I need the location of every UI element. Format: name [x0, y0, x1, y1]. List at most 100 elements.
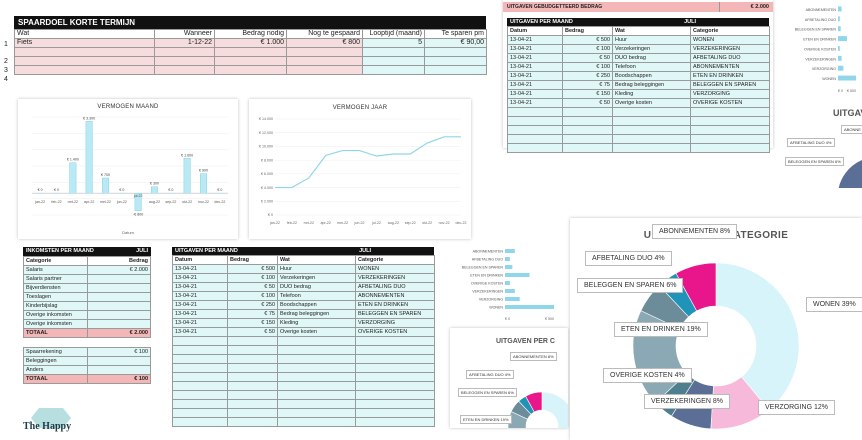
- table-cell[interactable]: ETEN EN DRINKEN: [690, 71, 770, 81]
- table-row-empty[interactable]: [172, 417, 435, 427]
- table-row[interactable]: Spaarrekening € 100: [23, 347, 151, 357]
- table-row[interactable]: 13-04-21 € 500 Huur WONEN: [507, 35, 770, 45]
- hbar[interactable]: [505, 305, 554, 309]
- table-cell[interactable]: € 100: [86, 347, 151, 357]
- table-row-empty[interactable]: [172, 354, 435, 364]
- table-row[interactable]: 13-04-21 € 100 Verzekeringen VERZEKERINGEN: [172, 273, 435, 283]
- chart-vermogen-jaar[interactable]: VERMOGEN JAAR € 14.000 € 12.000 € 10.000 € …: [249, 99, 471, 239]
- table-cell[interactable]: 13-04-21: [172, 282, 228, 292]
- table-cell[interactable]: [227, 390, 278, 400]
- mini-pie-right[interactable]: UITGAV AFBETALING DUO 4% BELEGGEN EN SPA…: [783, 100, 862, 188]
- table-cell[interactable]: ABONNEMENTEN: [355, 291, 435, 301]
- table-cell[interactable]: [507, 134, 563, 144]
- table-row-empty[interactable]: [172, 408, 435, 418]
- table-cell[interactable]: [612, 107, 691, 117]
- table-row-empty[interactable]: [172, 381, 435, 391]
- table-cell[interactable]: Huur: [277, 264, 356, 274]
- table-cell[interactable]: Salaris partner: [23, 274, 88, 284]
- table-cell[interactable]: Overige inkomsten: [23, 310, 88, 320]
- table-cell[interactable]: [690, 125, 770, 135]
- table-row[interactable]: 13-04-21 € 100 Telefoon ABONNEMENTEN: [507, 62, 770, 72]
- table-cell[interactable]: [277, 417, 356, 427]
- pie-uitgaven-per-categorie[interactable]: UITGAVEN PER CATEGORIE ABONNEMENTEN 8%AF…: [570, 218, 862, 440]
- table-cell[interactable]: [355, 372, 435, 382]
- table-cell[interactable]: OVERIGE KOSTEN: [690, 98, 770, 108]
- table-cell[interactable]: [277, 399, 356, 409]
- savings-row[interactable]: [14, 65, 487, 75]
- table-cell[interactable]: 13-04-21: [172, 264, 228, 274]
- hbar[interactable]: [505, 257, 510, 261]
- table-cell[interactable]: € 75: [562, 80, 613, 90]
- pie-slice[interactable]: [525, 391, 543, 413]
- table-cell[interactable]: AFBETALING DUO: [355, 282, 435, 292]
- hbar-mini-panel[interactable]: ABONNEMENTEN AFBETALING DUO BELEGGEN EN SP…: [445, 243, 560, 323]
- table-row[interactable]: 13-04-21 € 250 Boodschappen ETEN EN DRINKEN: [172, 300, 435, 310]
- table-cell[interactable]: [86, 283, 151, 293]
- table-cell[interactable]: € 250: [227, 300, 278, 310]
- savings-cell[interactable]: 1-12-22: [154, 38, 215, 48]
- table-cell[interactable]: 13-04-21: [507, 62, 563, 72]
- table-row-empty[interactable]: [172, 390, 435, 400]
- table-cell[interactable]: Huur: [612, 35, 691, 45]
- table-cell[interactable]: 13-04-21: [507, 71, 563, 81]
- table-cell[interactable]: [277, 363, 356, 373]
- table-cell[interactable]: [86, 310, 151, 320]
- table-cell[interactable]: € 50: [227, 282, 278, 292]
- table-cell[interactable]: [355, 381, 435, 391]
- table-cell[interactable]: [690, 107, 770, 117]
- table-cell[interactable]: 13-04-21: [507, 35, 563, 45]
- table-cell[interactable]: 13-04-21: [507, 98, 563, 108]
- table-cell[interactable]: [227, 381, 278, 391]
- table-row[interactable]: Overige inkomsten: [23, 319, 151, 329]
- pie-slice[interactable]: [541, 391, 568, 428]
- hbar[interactable]: [838, 36, 847, 42]
- table-cell[interactable]: [227, 363, 278, 373]
- table-cell[interactable]: Telefoon: [277, 291, 356, 301]
- table-cell[interactable]: 13-04-21: [507, 53, 563, 63]
- table-cell[interactable]: VERZORGING: [690, 89, 770, 99]
- table-cell[interactable]: [277, 381, 356, 391]
- table-cell[interactable]: [172, 390, 228, 400]
- table-cell[interactable]: [277, 372, 356, 382]
- table-cell[interactable]: Kinderbijslag: [23, 301, 88, 311]
- table-cell[interactable]: [690, 143, 770, 153]
- table-cell[interactable]: [507, 143, 563, 153]
- table-cell[interactable]: Boodschappen: [612, 71, 691, 81]
- table-cell[interactable]: [612, 125, 691, 135]
- table-cell[interactable]: [172, 408, 228, 418]
- bar[interactable]: [69, 162, 77, 194]
- bar[interactable]: [85, 121, 93, 194]
- savings-row[interactable]: [14, 56, 487, 66]
- table-cell[interactable]: € 50: [227, 327, 278, 337]
- table-row[interactable]: 13-04-21 € 50 DUO bedrag AFBETALING DUO: [172, 282, 435, 292]
- bar[interactable]: [151, 186, 158, 194]
- table-row[interactable]: Bijverdiensten: [23, 283, 151, 293]
- table-cell[interactable]: [277, 336, 356, 346]
- table-cell[interactable]: 13-04-21: [172, 309, 228, 319]
- table-cell[interactable]: [172, 417, 228, 427]
- table-row[interactable]: 13-04-21 € 150 Kleding VERZORGING: [507, 89, 770, 99]
- table-cell[interactable]: [507, 125, 563, 135]
- table-cell[interactable]: [86, 319, 151, 329]
- bar[interactable]: [102, 177, 109, 194]
- table-row-empty[interactable]: [172, 399, 435, 409]
- table-cell[interactable]: 13-04-21: [172, 318, 228, 328]
- table-cell[interactable]: 13-04-21: [172, 291, 228, 301]
- table-cell[interactable]: € 250: [562, 71, 613, 81]
- table-cell[interactable]: Kleding: [277, 318, 356, 328]
- table-cell[interactable]: € 50: [562, 53, 613, 63]
- table-cell[interactable]: Telefoon: [612, 62, 691, 72]
- table-cell[interactable]: € 75: [227, 309, 278, 319]
- hbar[interactable]: [505, 265, 513, 269]
- table-cell[interactable]: [612, 143, 691, 153]
- table-cell[interactable]: € 100: [227, 273, 278, 283]
- table-cell[interactable]: € 150: [562, 89, 613, 99]
- table-cell[interactable]: [172, 363, 228, 373]
- table-cell[interactable]: 13-04-21: [172, 273, 228, 283]
- table-cell[interactable]: [227, 354, 278, 364]
- table-row[interactable]: 13-04-21 € 50 DUO bedrag AFBETALING DUO: [507, 53, 770, 63]
- table-cell[interactable]: [355, 363, 435, 373]
- table-cell[interactable]: € 150: [227, 318, 278, 328]
- table-cell[interactable]: ETEN EN DRINKEN: [355, 300, 435, 310]
- table-cell[interactable]: [172, 345, 228, 355]
